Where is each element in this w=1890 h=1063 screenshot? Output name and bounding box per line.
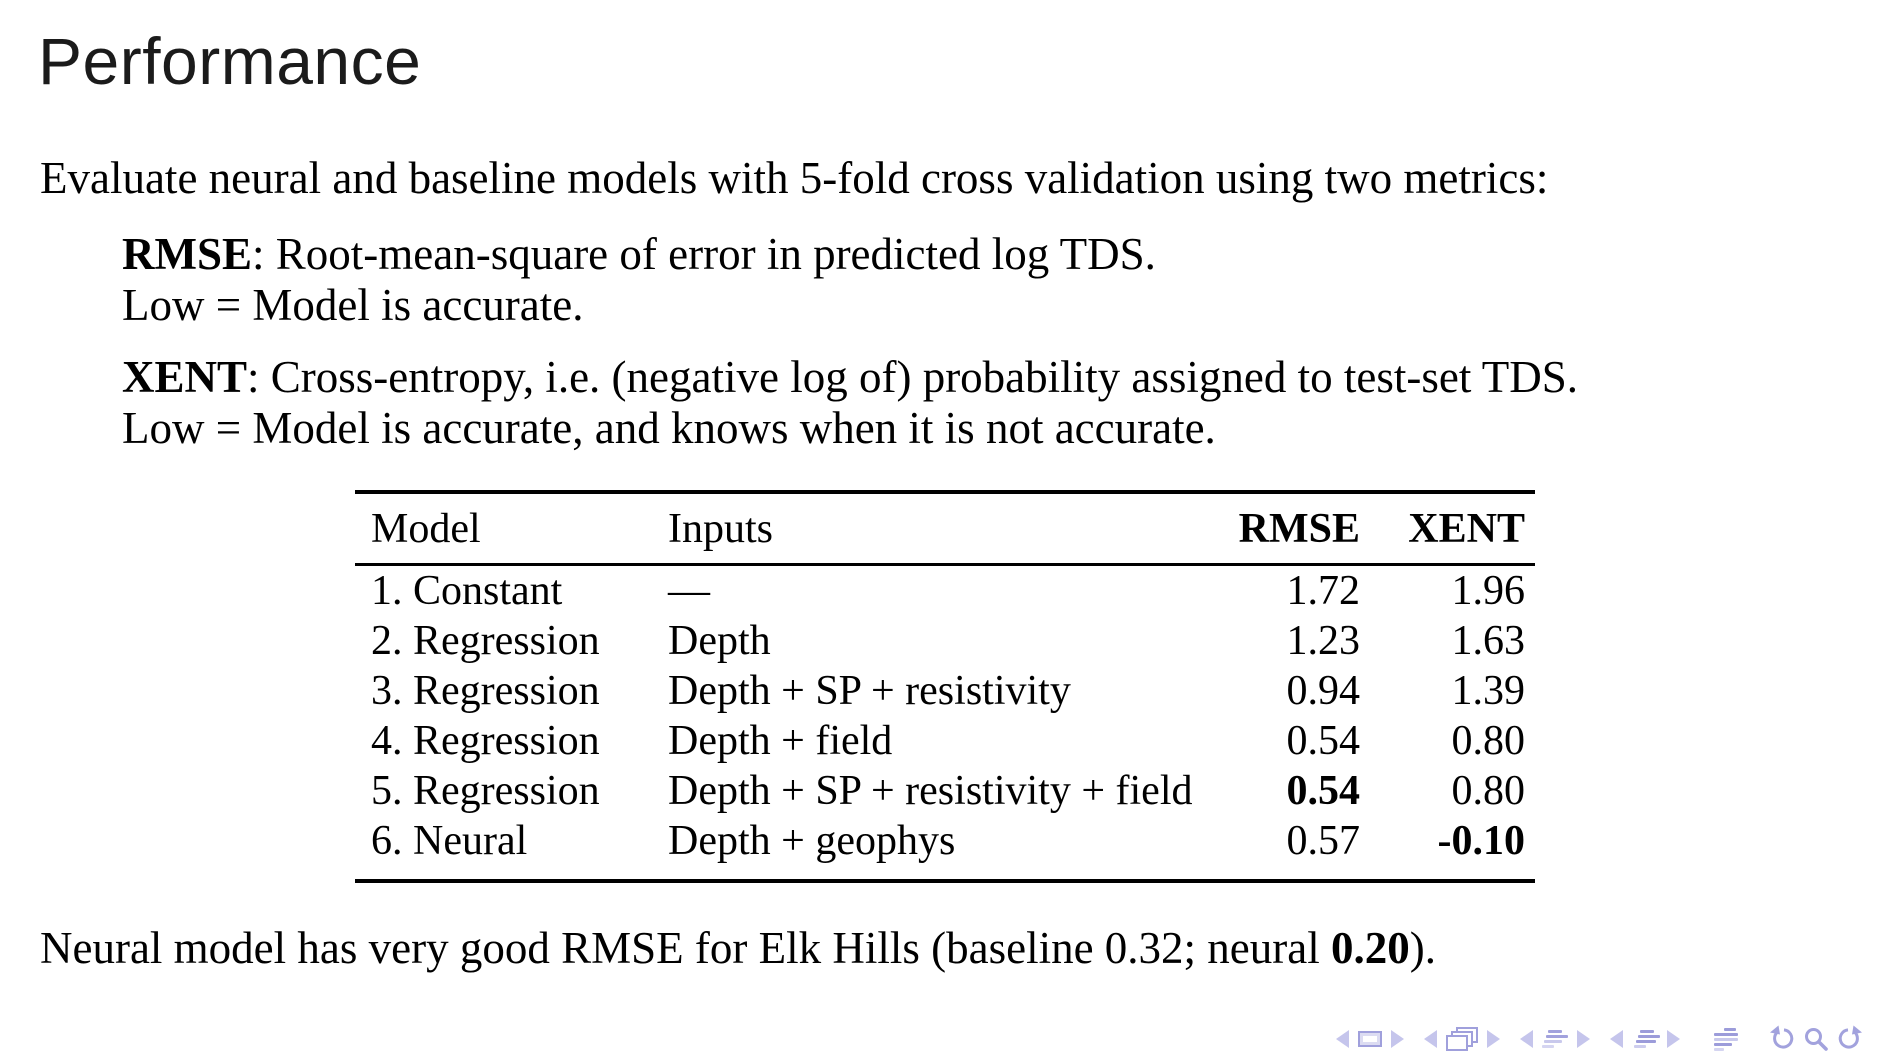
cell-inputs: Depth (668, 618, 771, 664)
appendix-nav-group (1714, 1027, 1740, 1051)
conclusion-text: Neural model has very good RMSE for Elk … (40, 922, 1436, 974)
subsection-list-icon[interactable] (1542, 1030, 1568, 1048)
metric-rmse-note: Low = Model is accurate. (122, 280, 584, 330)
header-rmse: RMSE (1238, 505, 1360, 552)
cell-xent: 0.80 (1451, 718, 1526, 764)
table-row: 5. Regression Depth + SP + resistivity +… (355, 766, 1535, 816)
cell-xent: 1.63 (1451, 618, 1526, 664)
table-mid-rule (355, 563, 1535, 566)
metric-xent-definition: XENT: Cross-entropy, i.e. (negative log … (122, 352, 1578, 403)
metric-rmse-definition: RMSE: Root-mean-square of error in predi… (122, 229, 1156, 280)
table-header-row: Model Inputs RMSE XENT (355, 494, 1535, 563)
cell-inputs: Depth + SP + resistivity + field (668, 768, 1193, 814)
conclusion-prefix: Neural model has very good RMSE for Elk … (40, 923, 1331, 973)
table-row: 6. Neural Depth + geophys 0.57 -0.10 (355, 816, 1535, 866)
frame-layer-icon (1446, 1035, 1468, 1051)
history-back-icon[interactable] (1768, 1025, 1796, 1053)
metric-xent-name: XENT (122, 352, 248, 402)
subsection-back-icon[interactable] (1520, 1030, 1533, 1048)
history-forward-icon[interactable] (1836, 1025, 1864, 1053)
section-back-icon[interactable] (1610, 1030, 1623, 1048)
cell-xent: 0.80 (1451, 768, 1526, 814)
cell-inputs: Depth + SP + resistivity (668, 668, 1071, 714)
cell-rmse: 0.54 (1286, 718, 1361, 764)
metric-xent-note: Low = Model is accurate, and knows when … (122, 403, 1216, 453)
cell-xent: 1.39 (1451, 668, 1526, 714)
slide-nav-group (1336, 1030, 1404, 1048)
slide-forward-icon[interactable] (1391, 1030, 1404, 1048)
cell-rmse: 1.23 (1286, 618, 1361, 664)
cell-rmse: 0.94 (1286, 668, 1361, 714)
table-row: 1. Constant — 1.72 1.96 (355, 566, 1535, 616)
cell-model: 6. Neural (371, 818, 528, 864)
cell-rmse: 1.72 (1286, 568, 1361, 614)
cell-model: 5. Regression (371, 768, 600, 814)
cell-inputs: — (668, 568, 710, 614)
table-top-rule (355, 490, 1535, 494)
cell-inputs: Depth + geophys (668, 818, 956, 864)
subsection-forward-icon[interactable] (1577, 1030, 1590, 1048)
results-table: Model Inputs RMSE XENT 1. Constant — 1.7… (355, 490, 1535, 883)
cell-xent-best: -0.10 (1437, 818, 1526, 864)
cell-model: 3. Regression (371, 668, 600, 714)
frame-forward-icon[interactable] (1487, 1030, 1500, 1048)
metric-rmse-rest: : Root-mean-square of error in predicted… (252, 229, 1156, 279)
table-row: 3. Regression Depth + SP + resistivity 0… (355, 666, 1535, 716)
cell-model: 4. Regression (371, 718, 600, 764)
header-inputs: Inputs (668, 505, 773, 552)
conclusion-bold-value: 0.20 (1330, 923, 1410, 973)
cell-rmse: 0.57 (1286, 818, 1361, 864)
cell-model: 1. Constant (371, 568, 563, 614)
frame-nav-group (1424, 1027, 1500, 1051)
history-nav-group (1768, 1025, 1864, 1053)
cell-xent: 1.96 (1451, 568, 1526, 614)
header-model: Model (371, 505, 481, 552)
cell-inputs: Depth + field (668, 718, 893, 764)
metric-xent-rest: : Cross-entropy, i.e. (negative log of) … (247, 352, 1579, 402)
section-nav-group (1610, 1030, 1680, 1048)
header-xent: XENT (1408, 505, 1525, 552)
cell-model: 2. Regression (371, 618, 600, 664)
page-title: Performance (38, 24, 422, 98)
section-list-icon[interactable] (1632, 1030, 1660, 1048)
table-bottom-rule (355, 879, 1535, 883)
beamer-navigation-bar (1336, 1024, 1864, 1054)
appendix-list-icon[interactable] (1714, 1027, 1740, 1051)
table-row: 4. Regression Depth + field 0.54 0.80 (355, 716, 1535, 766)
table-row: 2. Regression Depth 1.23 1.63 (355, 616, 1535, 666)
subsection-nav-group (1520, 1030, 1590, 1048)
metric-xent: XENT: Cross-entropy, i.e. (negative log … (122, 352, 1578, 454)
frame-back-icon[interactable] (1424, 1030, 1437, 1048)
search-icon[interactable] (1802, 1025, 1830, 1053)
frame-icon[interactable] (1358, 1031, 1382, 1047)
frame-group-icon[interactable] (1446, 1027, 1478, 1051)
metric-rmse: RMSE: Root-mean-square of error in predi… (122, 229, 1156, 331)
metric-rmse-name: RMSE (122, 229, 253, 279)
slide-back-icon[interactable] (1336, 1030, 1349, 1048)
section-forward-icon[interactable] (1667, 1030, 1680, 1048)
cell-rmse-best: 0.54 (1286, 768, 1361, 814)
intro-text: Evaluate neural and baseline models with… (40, 153, 1549, 203)
conclusion-suffix: ). (1409, 923, 1436, 973)
